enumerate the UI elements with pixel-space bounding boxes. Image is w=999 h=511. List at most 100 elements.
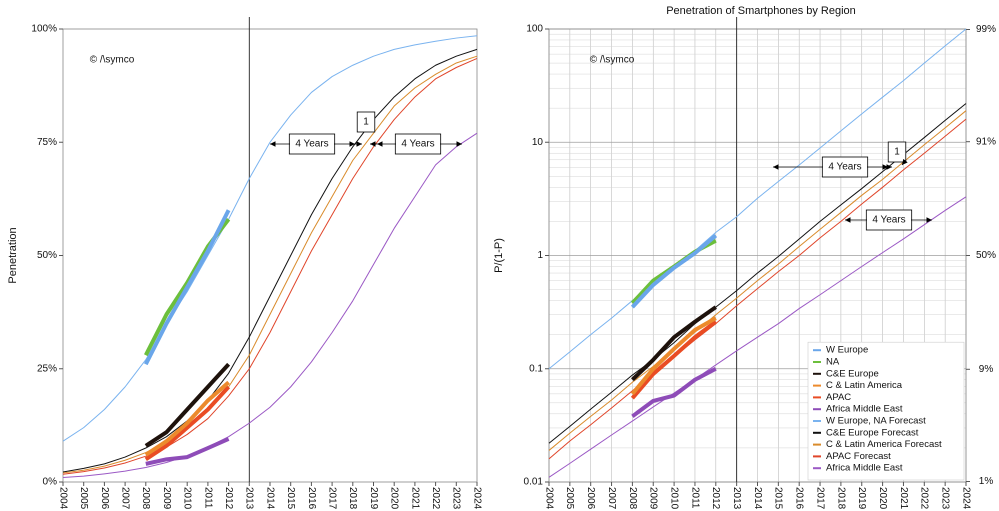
history-line	[630, 320, 717, 400]
x-tick-label: 2013	[731, 487, 742, 510]
x-tick-label: 2009	[161, 487, 172, 510]
y-axis-label: Penetration	[7, 227, 19, 283]
y2-tick-label: 9%	[979, 364, 994, 375]
history-line	[144, 385, 231, 462]
x-tick-label: 2016	[794, 487, 805, 510]
annotation: 4 Years	[295, 139, 328, 150]
x-tick-label: 2020	[877, 487, 888, 510]
x-tick-label: 2018	[347, 487, 358, 510]
history-line	[144, 209, 231, 366]
annotation-arrow	[901, 158, 908, 166]
x-tick-label: 2008	[627, 487, 638, 510]
forecast-line	[62, 48, 478, 473]
forecast-line	[62, 57, 478, 475]
annotation: 4 Years	[401, 139, 434, 150]
legend-label: Africa Middle East	[826, 463, 903, 474]
x-tick-label: 2006	[585, 487, 596, 510]
x-tick-label: 2022	[430, 487, 441, 510]
legend-label: APAC Forecast	[826, 451, 891, 462]
x-tick-label: 2017	[814, 487, 825, 510]
x-tick-label: 2009	[648, 487, 659, 510]
x-tick-label: 2021	[898, 487, 909, 510]
forecast-line	[62, 55, 478, 474]
x-tick-label: 2007	[119, 487, 130, 510]
x-tick-label: 2019	[856, 487, 867, 510]
x-tick-label: 2006	[99, 487, 110, 510]
history-line	[144, 362, 231, 448]
legend-label: APAC	[826, 392, 851, 403]
y-axis-label: P/(1-P)	[493, 238, 505, 273]
x-tick-label: 2020	[389, 487, 400, 510]
x-tick-label: 2015	[773, 487, 784, 510]
annotation-box	[887, 141, 907, 163]
legend-label: C & Latin America	[826, 380, 903, 391]
legend-label: C&E Europe Forecast	[826, 427, 919, 438]
x-tick-label: 2005	[78, 487, 89, 510]
y-tick-label: 1	[537, 250, 543, 261]
chart-title: Penetration of Smartphones by Region	[666, 5, 856, 17]
x-tick-label: 2010	[668, 487, 679, 510]
x-tick-label: 2014	[264, 487, 275, 510]
y2-tick-label: 99%	[976, 24, 996, 35]
y2-tick-label: 1%	[979, 476, 994, 487]
x-tick-label: 2024	[960, 487, 971, 510]
forecast-line	[548, 118, 967, 460]
x-tick-label: 2014	[752, 487, 763, 510]
legend-label: NA	[826, 357, 840, 368]
legend-label: Africa Middle East	[826, 404, 903, 415]
annotation: © /\symco	[90, 55, 135, 66]
y2-tick-label: 91%	[976, 136, 996, 147]
history-line	[631, 305, 717, 382]
history-line	[145, 437, 230, 466]
history-line	[144, 380, 230, 457]
chart-panel: 0.01 0.1 1 10 100 1% 9% 50% 91% 99% 2004 2005 2006 20…	[493, 17, 996, 510]
y-tick-label: 75%	[37, 137, 57, 148]
x-tick-label: 2015	[285, 487, 296, 510]
x-tick-label: 2011	[689, 487, 700, 509]
legend-label: W Europe, NA Forecast	[826, 416, 926, 427]
x-tick-label: 2012	[223, 487, 234, 510]
annotation: 1	[363, 117, 369, 128]
x-tick-label: 2004	[543, 487, 554, 510]
forecast-line	[548, 110, 967, 451]
history-line	[630, 234, 718, 309]
legend-label: C & Latin America Forecast	[826, 439, 942, 450]
y-tick-label: 0.1	[529, 363, 543, 374]
legend-box	[807, 341, 965, 481]
history-line	[631, 366, 717, 418]
annotation: 4 Years	[872, 215, 905, 226]
chart-panel: 0% 25% 50% 75% 100% 2004 2005 2006 2007 2008 2009 2…	[7, 17, 482, 510]
x-tick-label: 2005	[564, 487, 575, 510]
x-tick-label: 2019	[368, 487, 379, 510]
x-tick-label: 2016	[306, 487, 317, 510]
annotation-box	[356, 111, 376, 133]
forecast-line	[548, 196, 967, 478]
x-tick-label: 2023	[451, 487, 462, 510]
x-tick-label: 2013	[244, 487, 255, 510]
x-tick-label: 2008	[140, 487, 151, 510]
x-tick-label: 2024	[471, 487, 482, 510]
x-tick-label: 2023	[940, 487, 951, 510]
x-tick-label: 2021	[409, 487, 420, 510]
x-tick-label: 2012	[710, 487, 721, 510]
legend-label: W Europe	[826, 345, 868, 356]
history-line	[630, 316, 717, 396]
annotation: 1	[894, 147, 900, 158]
forecast-line	[548, 28, 967, 370]
x-tick-label: 2022	[919, 487, 930, 510]
y-tick-label: 50%	[37, 250, 57, 261]
x-tick-label: 2018	[835, 487, 846, 510]
x-tick-label: 2011	[202, 487, 213, 509]
y-tick-label: 0.01	[524, 477, 544, 488]
y2-tick-label: 50%	[976, 250, 996, 261]
y-tick-label: 25%	[37, 363, 57, 374]
y-tick-label: 10	[532, 137, 544, 148]
x-tick-label: 2007	[606, 487, 617, 510]
x-tick-label: 2010	[182, 487, 193, 510]
x-tick-label: 2017	[326, 487, 337, 510]
y-tick-label: 100	[526, 24, 543, 35]
y-tick-label: 100%	[31, 24, 57, 35]
legend-label: C&E Europe	[826, 368, 879, 379]
x-tick-label: 2004	[57, 487, 68, 510]
